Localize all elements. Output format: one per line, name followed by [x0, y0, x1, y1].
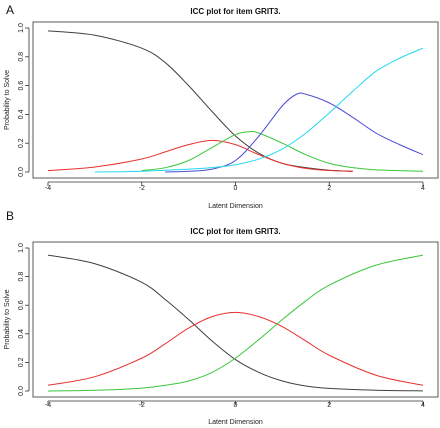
series-line-4 — [165, 92, 424, 173]
x-axis-label: Latent Dimension — [208, 419, 263, 426]
x-tick-label: -4 — [45, 185, 51, 192]
y-tick-label: 0.6 — [18, 300, 25, 310]
y-tick-label: 0.0 — [18, 386, 25, 396]
y-tick-label: 0.2 — [18, 357, 25, 367]
series-line-3 — [141, 131, 424, 172]
x-tick-label: -2 — [139, 185, 145, 192]
y-tick-label: 0.4 — [18, 109, 25, 119]
series-line-1 — [47, 30, 353, 172]
series-line-1 — [47, 254, 424, 392]
x-tick-label: 2 — [327, 402, 331, 409]
x-tick-label: -2 — [139, 402, 145, 409]
chart-title: ICC plot for item GRIT3. — [190, 7, 280, 16]
y-axis-label: Probability to Solve — [4, 289, 11, 349]
series-line-3 — [47, 254, 424, 392]
plot-frame — [32, 241, 439, 398]
series-line-5 — [94, 47, 424, 173]
panel-label: A — [6, 3, 14, 17]
x-tick-label: 4 — [421, 402, 425, 409]
series-line-2 — [47, 311, 424, 386]
chart-title: ICC plot for item GRIT3. — [190, 227, 280, 236]
x-tick-label: -4 — [45, 402, 51, 409]
series-line-2 — [47, 139, 353, 172]
x-tick-label: 0 — [234, 402, 238, 409]
x-tick-label: 2 — [327, 185, 331, 192]
plot-frame — [32, 21, 439, 179]
y-tick-label: 1.0 — [18, 23, 25, 33]
y-tick-label: 0.6 — [18, 81, 25, 91]
y-tick-label: 0.8 — [18, 52, 25, 62]
y-axis-label: Probability to Solve — [4, 70, 11, 130]
x-tick-label: 0 — [234, 185, 238, 192]
y-tick-label: 0.0 — [18, 167, 25, 177]
y-tick-label: 1.0 — [18, 243, 25, 253]
y-tick-label: 0.4 — [18, 329, 25, 339]
x-axis-label: Latent Dimension — [208, 203, 263, 210]
y-tick-label: 0.2 — [18, 138, 25, 148]
panel-label: B — [6, 209, 14, 223]
y-tick-label: 0.8 — [18, 272, 25, 282]
x-tick-label: 4 — [421, 185, 425, 192]
